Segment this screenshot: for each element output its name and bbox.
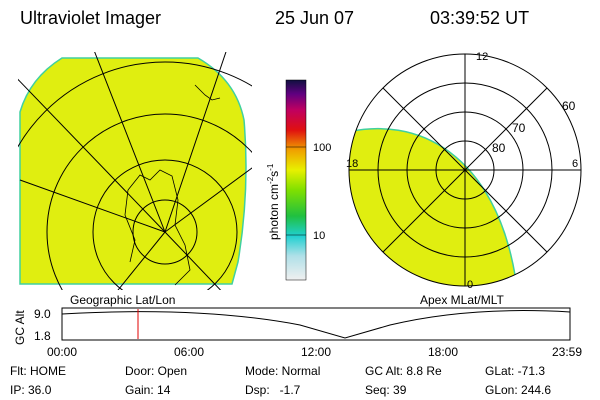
x-tick-label: 23:59 — [552, 345, 582, 359]
status-field: Mode: Normal — [245, 364, 320, 378]
timeline-ylabel: GC Alt — [13, 310, 27, 345]
mlt-label: 6 — [572, 158, 578, 170]
date: 25 Jun 07 — [275, 8, 354, 28]
geo-map — [18, 52, 252, 290]
colorbar — [285, 79, 307, 281]
mlat-label: 80 — [492, 141, 506, 155]
colorbar-label: photon cm-2s-1 — [266, 163, 281, 240]
instrument: Ultraviolet Imager — [20, 8, 161, 28]
timeline: GC Alt 9.0 1.8 00:00 06:00 12:00 18:00 2… — [13, 307, 582, 359]
status-field: GC Alt: 8.8 Re — [365, 364, 442, 378]
x-tick-label: 18:00 — [428, 345, 458, 359]
polar-caption: Apex MLat/MLT — [420, 293, 504, 307]
status-field: Gain: 14 — [125, 383, 171, 397]
x-tick-label: 06:00 — [174, 345, 204, 359]
geo-caption: Geographic Lat/Lon — [70, 293, 175, 307]
status-field: IP: 36.0 — [10, 383, 52, 397]
status-field: GLat: -71.3 — [485, 364, 545, 378]
mlt-label: 0 — [467, 279, 473, 291]
x-tick-label: 12:00 — [301, 345, 331, 359]
colorbar-tick: 10 — [313, 230, 325, 242]
title: Ultraviolet Imager 25 Jun 07 03:39:52 UT — [20, 8, 529, 28]
status: Flt: HOME Door: Open Mode: Normal GC Alt: 8… — [10, 364, 551, 397]
polar-map: 12 18 6 0 60 70 80 — [346, 51, 582, 291]
status-field: Seq: 39 — [365, 383, 407, 397]
mlt-label: 18 — [346, 158, 358, 170]
mlat-label: 60 — [562, 99, 576, 113]
status-field: GLon: 244.6 — [485, 383, 551, 397]
y-tick-label: 1.8 — [34, 329, 51, 343]
status-field: Door: Open — [125, 364, 187, 378]
status-field: Flt: HOME — [10, 364, 66, 378]
status-field: Dsp: -1.7 — [245, 383, 301, 397]
colorbar-tick: 100 — [313, 142, 331, 154]
x-tick-label: 00:00 — [47, 345, 77, 359]
y-tick-label: 9.0 — [34, 307, 51, 321]
time: 03:39:52 UT — [430, 8, 529, 28]
mlat-label: 70 — [512, 121, 526, 135]
mlt-label: 12 — [476, 51, 488, 63]
